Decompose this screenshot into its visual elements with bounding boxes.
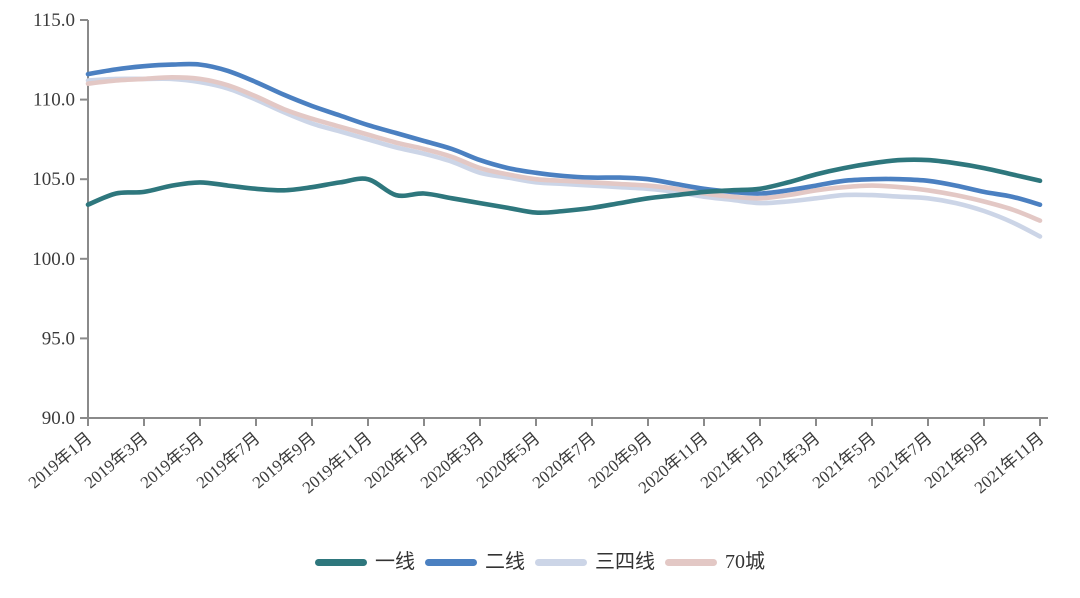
line-chart-svg: 115.0110.0105.0100.095.090.02019年1月2019年…	[25, 10, 1048, 497]
y-tick-label: 90.0	[42, 408, 75, 429]
legend-item-70cities: 70城	[665, 552, 765, 572]
y-tick-label: 105.0	[32, 169, 75, 190]
legend-swatch-tier1	[315, 558, 367, 566]
y-tick-label: 110.0	[33, 90, 75, 111]
y-tick-label: 95.0	[42, 328, 75, 349]
chart-legend: 一线 二线 三四线 70城	[0, 552, 1080, 572]
tier1-line	[85, 157, 1043, 216]
legend-item-tier1: 一线	[315, 552, 415, 572]
y-tick-label: 100.0	[32, 249, 75, 270]
legend-label-tier2: 二线	[485, 551, 525, 573]
legend-label-70cities: 70城	[725, 551, 765, 573]
legend-label-tier34: 三四线	[595, 551, 655, 573]
legend-label-tier1: 一线	[375, 551, 415, 573]
legend-swatch-70cities	[665, 558, 717, 566]
legend-item-tier34: 三四线	[535, 552, 655, 572]
legend-swatch-tier2	[425, 558, 477, 566]
tier2-line	[85, 61, 1043, 207]
y-tick-label: 115.0	[33, 10, 75, 31]
tier34-line	[85, 76, 1043, 239]
legend-swatch-tier34	[535, 558, 587, 566]
legend-item-tier2: 二线	[425, 552, 525, 572]
cities70-line	[85, 75, 1043, 223]
